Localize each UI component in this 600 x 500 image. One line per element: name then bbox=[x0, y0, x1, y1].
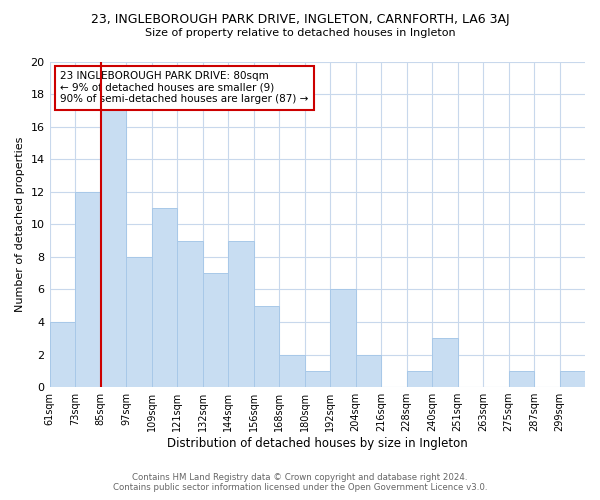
Bar bbox=[126, 257, 152, 387]
Bar bbox=[330, 290, 356, 387]
Bar bbox=[50, 322, 75, 387]
Bar bbox=[560, 371, 585, 387]
Bar bbox=[509, 371, 534, 387]
Text: Size of property relative to detached houses in Ingleton: Size of property relative to detached ho… bbox=[145, 28, 455, 38]
Bar bbox=[75, 192, 101, 387]
Text: 23 INGLEBOROUGH PARK DRIVE: 80sqm
← 9% of detached houses are smaller (9)
90% of: 23 INGLEBOROUGH PARK DRIVE: 80sqm ← 9% o… bbox=[60, 72, 308, 104]
Bar bbox=[177, 240, 203, 387]
Bar bbox=[279, 354, 305, 387]
Bar bbox=[305, 371, 330, 387]
Bar bbox=[152, 208, 177, 387]
Bar bbox=[101, 110, 126, 387]
Bar bbox=[407, 371, 432, 387]
Y-axis label: Number of detached properties: Number of detached properties bbox=[15, 136, 25, 312]
Text: Contains HM Land Registry data © Crown copyright and database right 2024.
Contai: Contains HM Land Registry data © Crown c… bbox=[113, 473, 487, 492]
Bar bbox=[254, 306, 279, 387]
Text: 23, INGLEBOROUGH PARK DRIVE, INGLETON, CARNFORTH, LA6 3AJ: 23, INGLEBOROUGH PARK DRIVE, INGLETON, C… bbox=[91, 12, 509, 26]
Bar bbox=[356, 354, 381, 387]
Bar bbox=[432, 338, 458, 387]
Bar bbox=[203, 273, 228, 387]
Bar bbox=[228, 240, 254, 387]
X-axis label: Distribution of detached houses by size in Ingleton: Distribution of detached houses by size … bbox=[167, 437, 467, 450]
